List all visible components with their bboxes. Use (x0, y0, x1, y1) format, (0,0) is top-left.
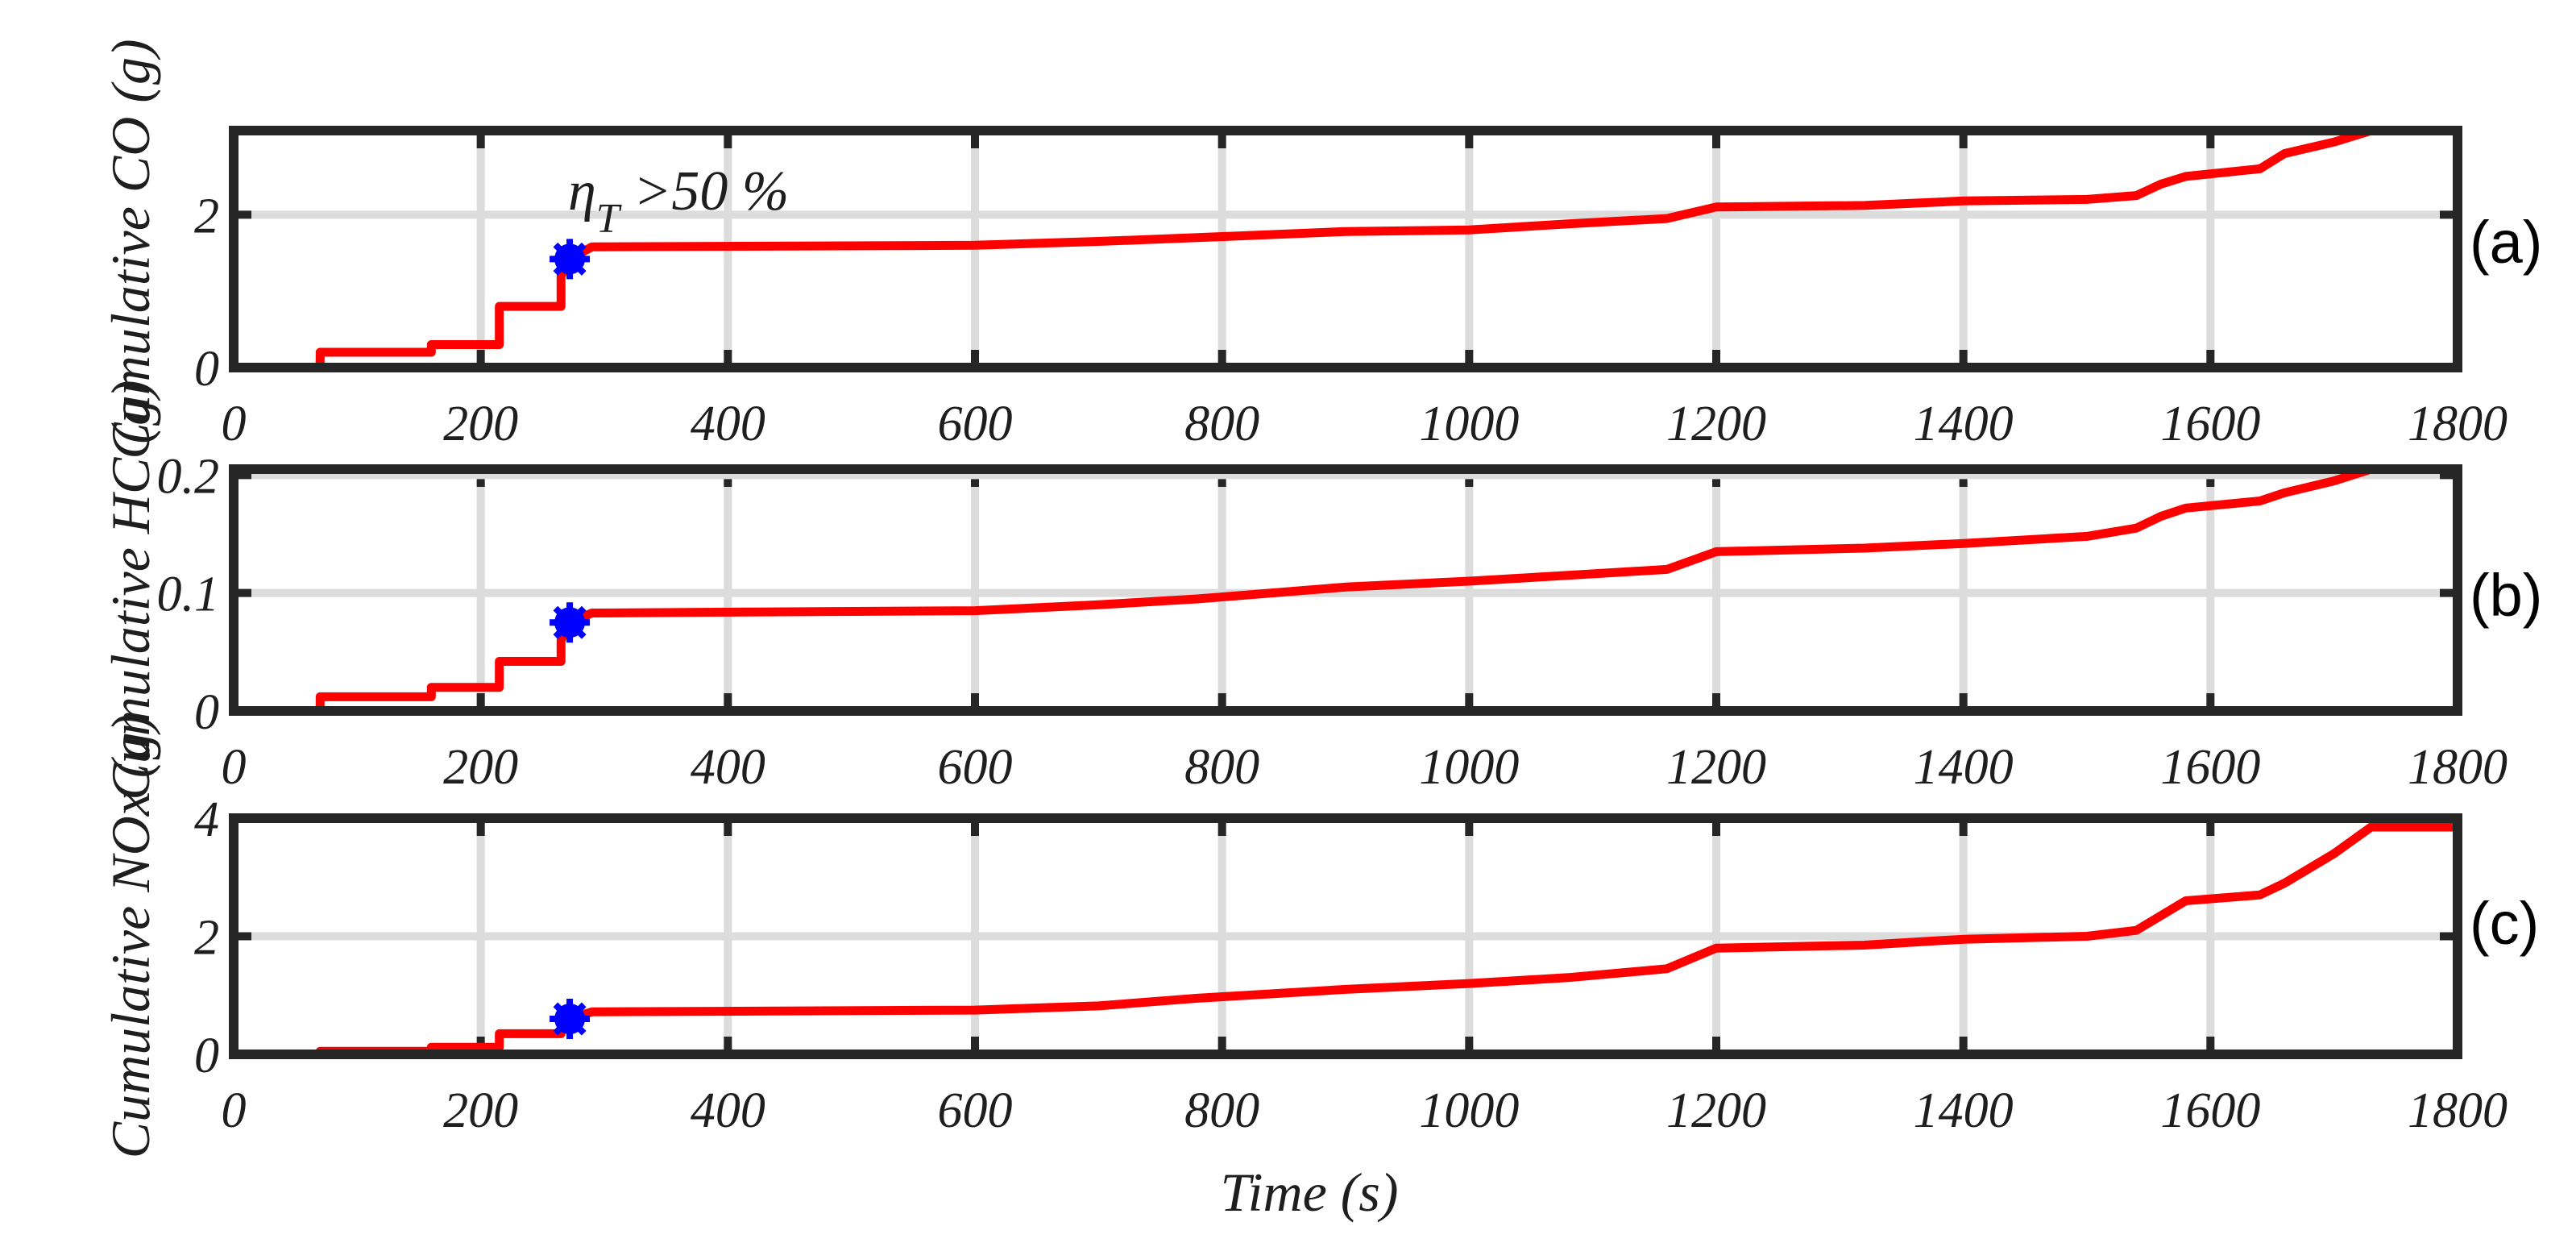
x-tick-label: 600 (938, 397, 1013, 451)
x-tick-label: 1200 (1666, 1083, 1766, 1138)
x-tick-label: 1000 (1419, 397, 1519, 451)
efficiency-marker (550, 602, 591, 643)
y-tick-label: 0 (194, 1029, 219, 1083)
x-tick-label: 1800 (2408, 397, 2508, 451)
efficiency-marker (550, 239, 591, 280)
efficiency-marker (550, 999, 591, 1040)
y-tick-label: 0 (194, 342, 219, 397)
x-tick-label: 0 (222, 397, 247, 451)
y-tick-label: 4 (194, 792, 219, 847)
x-tick-label: 1200 (1666, 740, 1766, 795)
x-tick-label: 200 (443, 740, 518, 795)
y-tick-label: 0.2 (157, 449, 220, 504)
x-tick-label: 1800 (2408, 740, 2508, 795)
x-tick-label: 1400 (1914, 1083, 2014, 1138)
y-tick-label: 2 (194, 189, 219, 243)
series-line (229, 822, 2462, 1059)
x-tick-label: 200 (443, 1083, 518, 1138)
y-axis-label: Cumulative CO (g) (100, 39, 161, 459)
x-tick-label: 1400 (1914, 397, 2014, 451)
efficiency-marker-ray (553, 242, 587, 276)
x-tick-label: 200 (443, 397, 518, 451)
x-tick-label: 1600 (2160, 740, 2260, 795)
x-tick-label: 400 (691, 1083, 765, 1138)
panel-label: (c) (2470, 890, 2539, 957)
x-tick-label: 1800 (2408, 1083, 2508, 1138)
efficiency-marker-ray (553, 605, 587, 639)
panel-label: (a) (2470, 209, 2542, 276)
panel-b: 0 200 400 600 800 1000 1200 1400 1600 1800 0 0.1 0.2… (100, 380, 2542, 800)
y-tick-label: 0 (194, 685, 219, 740)
x-tick-label: 800 (1184, 740, 1259, 795)
x-tick-label: 1600 (2160, 1083, 2260, 1138)
panel-label: (b) (2470, 562, 2542, 629)
x-tick-label: 0 (222, 740, 247, 795)
axes-box (229, 464, 2462, 716)
x-tick-label: 400 (691, 397, 765, 451)
x-tick-label: 1000 (1419, 740, 1519, 795)
threshold-annotation: ηT >50 % (568, 160, 789, 242)
x-tick-label: 1400 (1914, 740, 2014, 795)
panel-a: 0 200 400 600 800 1000 1200 1400 1600 1800 0 2 Cumul… (100, 39, 2542, 459)
x-tick-label: 600 (938, 1083, 1013, 1138)
x-tick-label: 1200 (1666, 397, 1766, 451)
y-axis-label: Cumulative HC (g) (100, 380, 161, 800)
x-tick-label: 600 (938, 740, 1013, 795)
series-line (229, 126, 2462, 372)
series-line (229, 464, 2462, 716)
y-tick-label: 0.1 (157, 567, 220, 622)
axes-box (229, 126, 2462, 372)
x-tick-label: 400 (691, 740, 765, 795)
y-tick-label: 2 (194, 911, 219, 966)
y-axis-label: Cumulative NOx (g) (100, 714, 161, 1158)
x-tick-label: 0 (222, 1083, 247, 1138)
x-tick-label: 800 (1184, 397, 1259, 451)
x-axis-label: Time (s) (1221, 1162, 1399, 1223)
x-tick-label: 800 (1184, 1083, 1259, 1138)
efficiency-marker-ray (553, 1002, 587, 1036)
axes-box (229, 813, 2462, 1059)
panel-c: 0 200 400 600 800 1000 1200 1400 1600 1800 0 2 4 Cumu… (100, 714, 2539, 1158)
x-tick-label: 1600 (2160, 397, 2260, 451)
x-tick-label: 1000 (1419, 1083, 1519, 1138)
